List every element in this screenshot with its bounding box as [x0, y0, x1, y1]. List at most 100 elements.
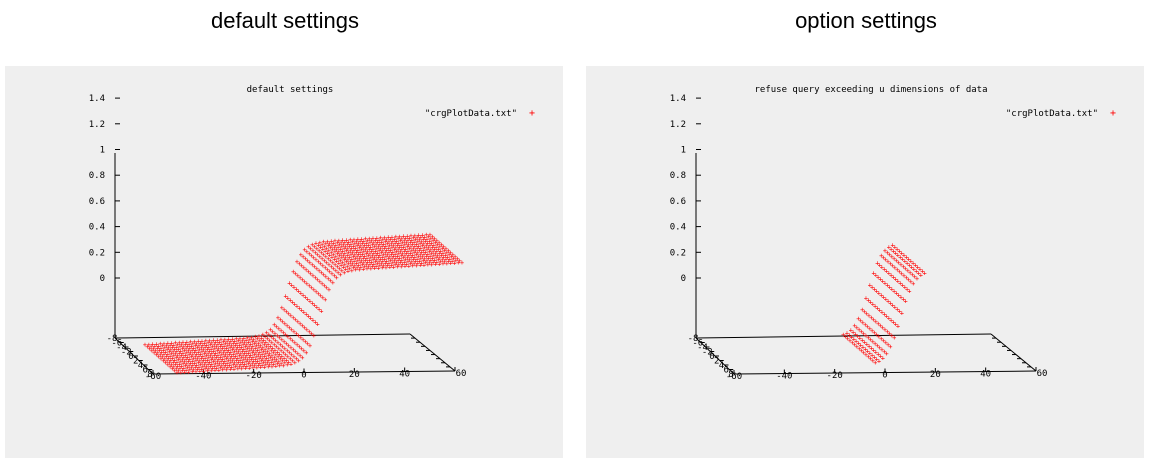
data-point: + [303, 255, 307, 263]
data-point: + [293, 339, 297, 347]
y-tick-label: -6 [111, 339, 122, 349]
data-point: + [852, 335, 856, 343]
data-point: + [255, 353, 259, 361]
data-point: + [260, 351, 264, 359]
data-point: + [405, 254, 409, 262]
data-point: + [328, 268, 332, 276]
data-point: + [217, 349, 221, 357]
data-point: + [215, 336, 219, 344]
data-point: + [372, 250, 376, 258]
data-point: + [312, 263, 316, 271]
data-point: + [262, 363, 266, 371]
data-point: + [360, 250, 364, 258]
data-point: + [201, 352, 205, 360]
data-point: + [848, 337, 852, 345]
data-point: + [315, 276, 319, 284]
data-point: + [160, 342, 164, 350]
data-point: + [387, 249, 391, 257]
data-point: + [276, 339, 280, 347]
data-point: + [882, 266, 886, 274]
data-point: + [903, 298, 907, 306]
data-point: + [321, 262, 325, 270]
data-point: + [282, 338, 286, 346]
data-point: + [870, 351, 874, 359]
data-point: + [398, 254, 402, 262]
data-point: + [366, 241, 370, 249]
data-point: + [295, 302, 299, 310]
data-point: + [204, 348, 208, 356]
data-point: + [246, 349, 250, 357]
data-point: + [912, 266, 916, 274]
data-point: + [287, 349, 291, 357]
data-point: + [247, 343, 251, 351]
data-point: + [179, 358, 183, 366]
data-point: + [407, 252, 411, 260]
data-point: + [277, 362, 281, 370]
y-tick-label: 4 [719, 361, 724, 371]
x-tick-label: 0 [882, 371, 887, 381]
data-point: + [293, 316, 297, 324]
data-point: + [857, 326, 861, 334]
data-point: + [433, 250, 437, 258]
y-tick-label: -8 [107, 334, 118, 344]
data-point: + [269, 347, 273, 355]
data-point: + [363, 235, 367, 243]
data-point: + [353, 251, 357, 259]
data-point: + [246, 356, 250, 364]
data-point: + [222, 353, 226, 361]
data-point: + [429, 261, 433, 269]
data-point: + [193, 364, 197, 372]
data-point: + [233, 352, 237, 360]
data-point: + [321, 238, 325, 246]
data-point: + [301, 292, 305, 300]
data-point: + [395, 263, 399, 271]
z-tick-label: 0.6 [670, 197, 686, 207]
base-back-edge [695, 333, 992, 339]
data-point: + [274, 337, 278, 345]
data-point: + [290, 326, 294, 334]
data-point: + [325, 259, 329, 267]
data-point: + [902, 272, 906, 280]
data-point: + [397, 239, 401, 247]
data-point: + [289, 344, 293, 352]
data-point: + [216, 362, 220, 370]
data-point: + [306, 312, 310, 320]
data-point: + [871, 338, 875, 346]
data-point: + [861, 343, 865, 351]
data-point: + [157, 347, 161, 355]
data-point: + [262, 341, 266, 349]
data-point: + [188, 338, 192, 346]
data-point: + [386, 255, 390, 263]
data-point: + [361, 255, 365, 263]
data-point: + [410, 258, 414, 266]
data-point: + [311, 247, 315, 255]
data-point: + [357, 255, 361, 263]
data-point: + [281, 329, 285, 337]
data-point: + [425, 236, 429, 244]
data-point: + [184, 345, 188, 353]
data-point: + [368, 250, 372, 258]
data-point: + [328, 244, 332, 252]
data-point: + [221, 360, 225, 368]
data-point: + [263, 357, 267, 365]
data-point: + [231, 361, 235, 369]
data-point: + [192, 366, 196, 374]
data-point: + [280, 343, 284, 351]
data-point: + [297, 304, 301, 312]
data-point: + [369, 237, 373, 245]
data-point: + [309, 252, 313, 260]
data-point: + [435, 248, 439, 256]
data-point: + [205, 356, 209, 364]
data-point: + [204, 363, 208, 371]
data-point: + [358, 259, 362, 267]
data-point: + [420, 249, 424, 257]
data-point: + [245, 345, 249, 353]
data-point: + [907, 288, 911, 296]
data-point: + [884, 268, 888, 276]
data-point: + [291, 314, 295, 322]
data-point: + [426, 240, 430, 248]
data-point: + [421, 246, 425, 254]
data-point: + [206, 339, 210, 347]
data-point: + [914, 268, 918, 276]
data-point: + [249, 362, 253, 370]
